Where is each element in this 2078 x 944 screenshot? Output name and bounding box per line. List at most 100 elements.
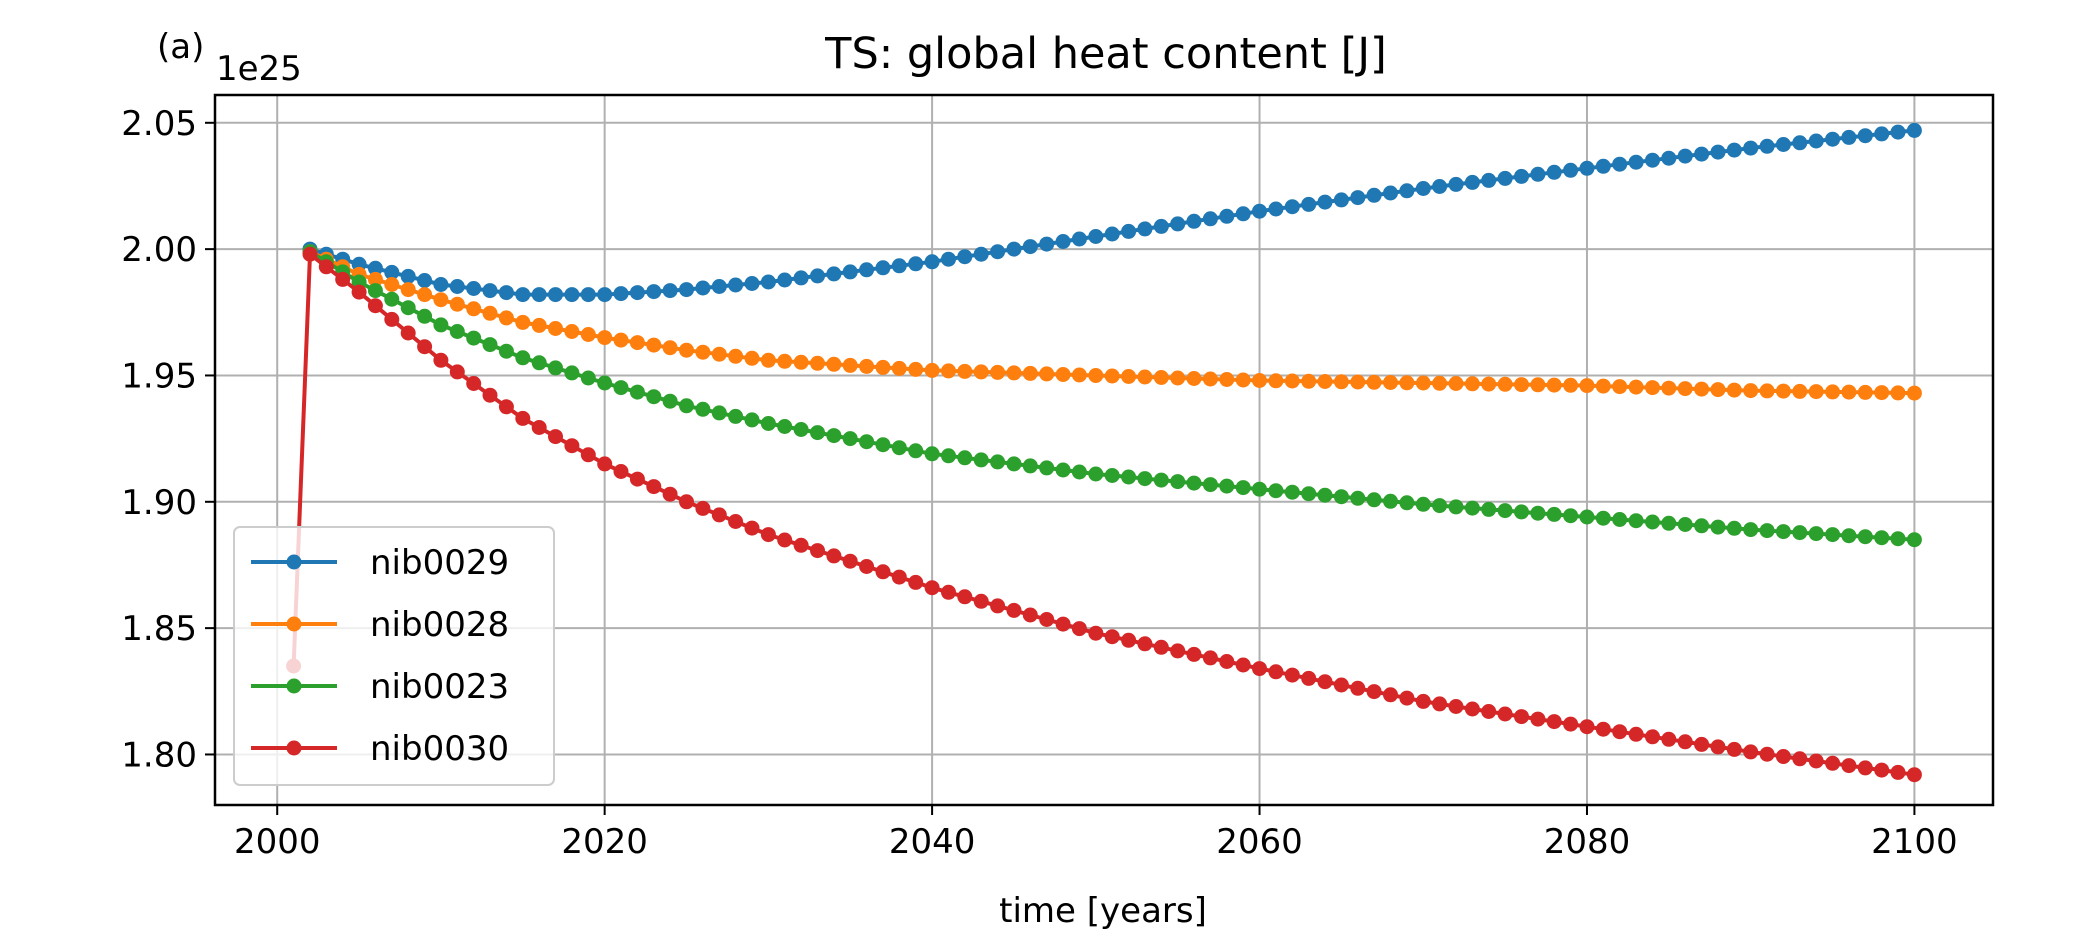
legend-swatch-marker	[286, 616, 302, 632]
data-point	[1890, 531, 1906, 547]
data-point	[646, 389, 662, 405]
data-point	[318, 259, 334, 275]
data-point	[1137, 471, 1153, 487]
data-point	[1170, 216, 1186, 232]
data-point	[662, 340, 678, 356]
series-layer	[286, 122, 1922, 783]
data-point	[515, 287, 531, 303]
data-point	[957, 589, 973, 605]
data-point	[1595, 721, 1611, 737]
data-point	[662, 486, 678, 502]
data-point	[1202, 650, 1218, 666]
plot-frame	[213, 93, 1995, 807]
data-point	[1071, 367, 1087, 383]
data-point	[400, 325, 416, 341]
data-point	[679, 282, 694, 298]
data-point	[760, 352, 776, 368]
data-point	[1775, 137, 1791, 152]
data-point	[1235, 657, 1251, 673]
data-point	[1366, 492, 1382, 508]
data-point	[646, 479, 662, 495]
data-point	[1383, 493, 1398, 509]
data-point	[1104, 629, 1120, 645]
data-point	[1284, 199, 1300, 215]
data-point	[679, 342, 694, 358]
data-point	[875, 564, 891, 580]
data-point	[1301, 486, 1317, 502]
data-point	[564, 365, 580, 381]
data-point	[1546, 714, 1562, 730]
data-point	[548, 360, 563, 376]
data-point	[1268, 664, 1284, 680]
data-point	[384, 277, 400, 292]
data-point	[1514, 504, 1529, 520]
data-point	[1153, 370, 1169, 385]
data-point	[695, 401, 711, 417]
data-point	[728, 277, 744, 293]
data-point	[466, 281, 482, 296]
data-point	[1039, 236, 1055, 252]
data-point	[613, 380, 629, 396]
data-point	[1710, 382, 1726, 398]
data-point	[924, 362, 940, 378]
data-point	[1202, 477, 1218, 493]
data-point	[859, 358, 875, 374]
data-point	[1252, 373, 1267, 388]
data-point	[400, 268, 416, 284]
data-point	[908, 443, 924, 459]
legend-item-nib0028: nib0028	[251, 605, 509, 645]
data-point	[842, 357, 858, 373]
data-point	[711, 346, 727, 362]
data-point	[1219, 372, 1235, 387]
data-point	[515, 410, 531, 426]
data-point	[613, 464, 629, 479]
y-offset-label: 1e25	[216, 49, 302, 89]
y-tick-label: 1.90	[121, 483, 197, 523]
data-point	[941, 448, 956, 464]
data-point	[1481, 376, 1497, 392]
data-point	[695, 344, 711, 360]
data-point	[1775, 749, 1791, 764]
data-point	[1399, 495, 1415, 511]
data-point	[1710, 519, 1726, 535]
data-point	[1595, 158, 1611, 174]
data-point	[1022, 365, 1038, 381]
data-point	[1448, 499, 1464, 515]
panel-label: (a)	[157, 27, 204, 67]
data-point	[1563, 508, 1579, 524]
data-point	[810, 425, 825, 441]
data-point	[1628, 154, 1644, 170]
data-point	[466, 301, 482, 317]
data-point	[1022, 458, 1038, 474]
data-point	[695, 280, 711, 296]
data-point	[1301, 373, 1317, 389]
data-point	[1792, 135, 1808, 151]
data-point	[1137, 221, 1153, 237]
data-point	[1432, 696, 1448, 712]
data-point	[711, 279, 727, 294]
data-point	[1383, 375, 1398, 390]
data-point	[597, 375, 613, 391]
data-point	[908, 574, 924, 590]
data-point	[1726, 520, 1742, 536]
data-point	[777, 532, 793, 548]
data-point	[744, 520, 760, 536]
data-point	[826, 356, 842, 372]
data-point	[1399, 375, 1415, 391]
data-point	[580, 370, 596, 386]
data-point	[826, 266, 842, 282]
data-point	[973, 452, 989, 468]
data-point	[1628, 513, 1644, 529]
data-point	[629, 384, 645, 400]
data-point	[1825, 755, 1841, 771]
data-point	[1661, 150, 1677, 166]
x-tick-label: 2000	[234, 822, 321, 862]
data-point	[973, 593, 989, 609]
data-point	[613, 286, 629, 302]
data-point	[1006, 602, 1022, 618]
data-point	[826, 548, 842, 564]
data-point	[1694, 736, 1710, 752]
data-point	[1906, 122, 1922, 138]
x-tick-label: 2080	[1544, 822, 1631, 862]
